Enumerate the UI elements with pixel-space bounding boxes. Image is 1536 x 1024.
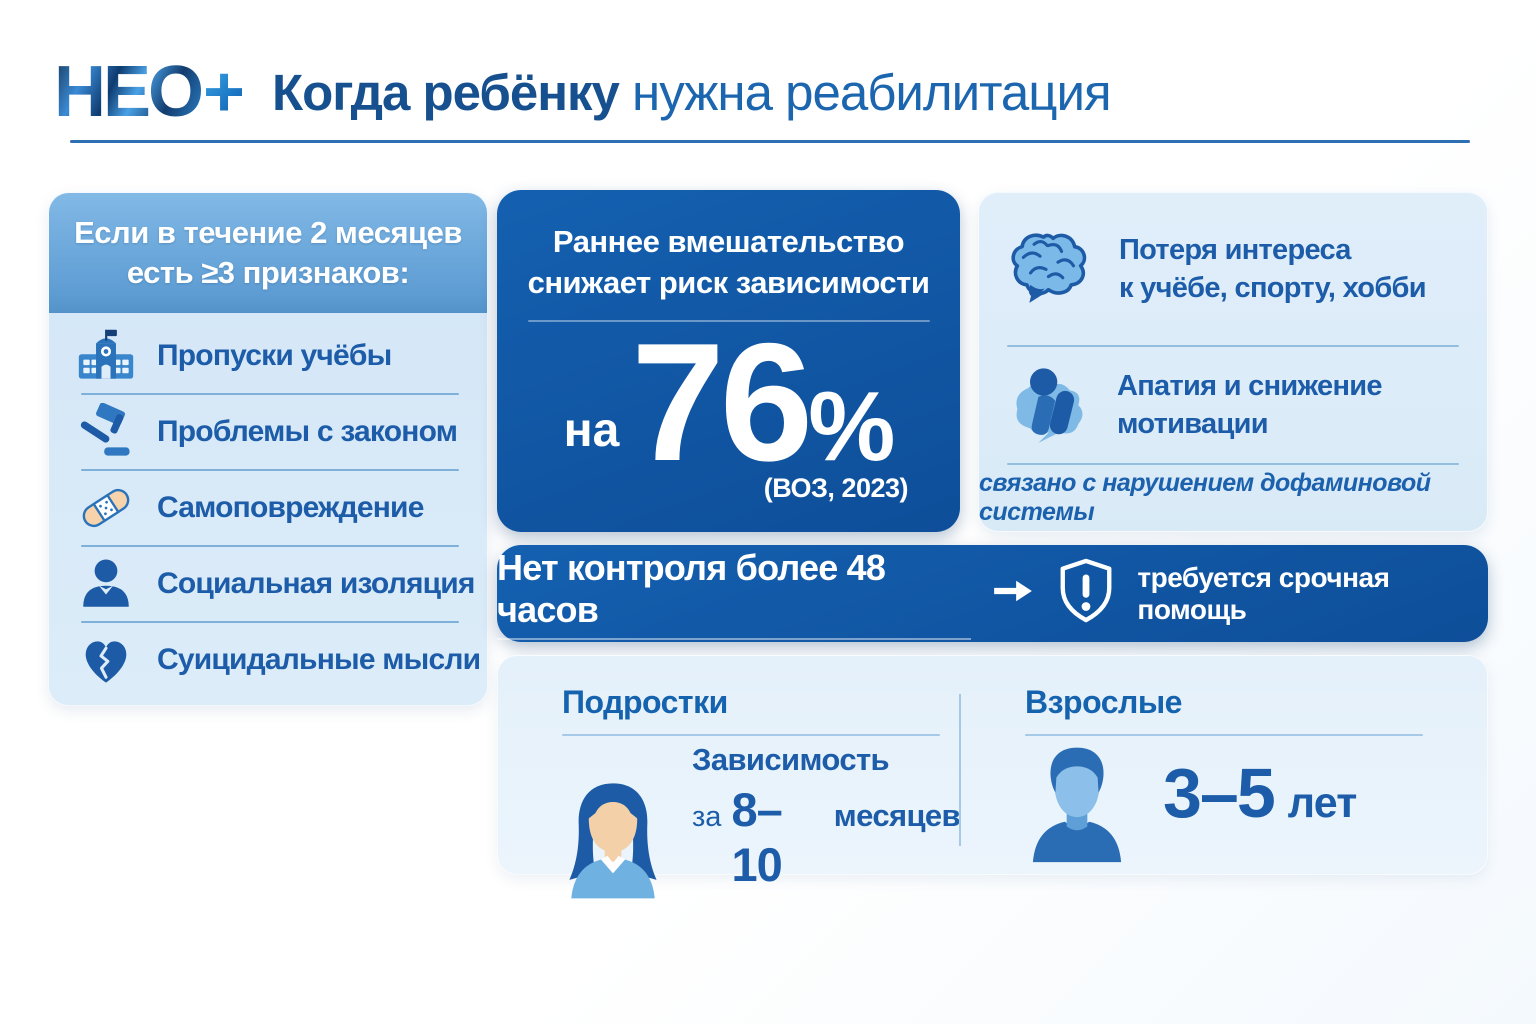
- stat-percent-sign: %: [808, 370, 895, 481]
- teens-line1: Зависимость: [692, 742, 890, 777]
- symptoms-divider: [1007, 463, 1459, 465]
- stat-prefix: на: [563, 403, 620, 457]
- teens-text: Зависимость за 8–10 месяцев: [692, 742, 961, 906]
- alert-main-text: Нет контроля более 48 часов: [497, 547, 972, 640]
- stat-heading: Раннее вмешательство снижает риск зависи…: [497, 190, 960, 304]
- list-divider: [81, 393, 459, 395]
- symptom-line1: Апатия и снижение: [1117, 369, 1383, 402]
- adult-man-avatar: [1025, 742, 1129, 869]
- symptom-loss-of-interest: Потеря интереса к учёбе, спорту, хобби: [979, 193, 1487, 345]
- arrow-right-icon: [991, 576, 1035, 611]
- symptom-text: Апатия и снижение мотивации: [1117, 367, 1383, 444]
- symptom-line1: Потеря интереса: [1119, 233, 1351, 266]
- school-icon: [75, 327, 137, 385]
- teens-heading: Подростки: [562, 684, 728, 720]
- list-item-label: Самоповреждение: [157, 491, 424, 524]
- person-icon: [75, 556, 137, 612]
- page-title-emphasis: Когда ребёнку: [272, 64, 620, 121]
- page-title: Когда ребёнку нужна реабилитация: [272, 62, 1112, 123]
- teens-suffix: месяцев: [833, 798, 961, 833]
- symptom-text: Потеря интереса к учёбе, спорту, хобби: [1119, 231, 1427, 308]
- adults-heading: Взрослые: [1025, 684, 1182, 720]
- alert-sub-text: требуется срочная помощь: [1137, 561, 1390, 625]
- bandage-icon: [75, 479, 137, 537]
- list-item-label: Социальная изоляция: [157, 567, 475, 600]
- stat-heading-line1: Раннее вмешательство: [552, 224, 905, 259]
- adults-value: 3–5 лет: [1163, 753, 1357, 869]
- list-item-label: Пропуски учёбы: [157, 339, 392, 372]
- stat-source: (ВОЗ, 2023): [763, 473, 909, 503]
- teens-range: 8–10: [731, 783, 782, 891]
- list-divider: [81, 621, 459, 623]
- adults-range: 3–5: [1163, 754, 1276, 832]
- list-item-self-harm: Самоповреждение: [49, 471, 487, 545]
- signs-heading-line2: есть ≥3 признаков:: [126, 255, 410, 290]
- list-item-school-absence: Пропуски учёбы: [49, 319, 487, 393]
- adults-row: 3–5 лет: [1025, 742, 1489, 869]
- stat-value: на 76 %: [497, 307, 960, 496]
- timeline-teens-column: Подростки Зависимость за: [498, 656, 961, 899]
- page-title-rest: нужна реабилитация: [618, 64, 1112, 121]
- header-divider: [70, 140, 1470, 143]
- signs-panel-header: Если в течение 2 месяцев есть ≥3 признак…: [49, 193, 487, 313]
- list-item-label: Суицидальные мысли: [157, 643, 481, 676]
- teen-girl-avatar: [562, 779, 664, 906]
- apathy-icon: [1009, 361, 1093, 450]
- list-item-suicidal-thoughts: Суицидальные мысли: [49, 623, 487, 697]
- list-divider: [81, 469, 459, 471]
- stat-card: Раннее вмешательство снижает риск зависи…: [497, 190, 960, 532]
- signs-panel: Если в течение 2 месяцев есть ≥3 признак…: [48, 192, 488, 706]
- signs-heading-line1: Если в течение 2 месяцев: [74, 214, 462, 250]
- brain-icon: [1009, 228, 1095, 311]
- broken-heart-icon: [75, 631, 137, 689]
- list-item-law-problems: Проблемы с законом: [49, 395, 487, 469]
- symptom-line2: мотивации: [1117, 408, 1269, 440]
- alert-banner: Нет контроля более 48 часов требуется ср…: [497, 545, 1488, 642]
- list-divider: [81, 545, 459, 547]
- logo-plus-icon: +: [203, 52, 245, 132]
- symptoms-footnote: связано с нарушением дофаминовой системы: [979, 469, 1431, 526]
- symptoms-card: Потеря интереса к учёбе, спорту, хобби А…: [978, 192, 1488, 532]
- shield-alert-icon: [1055, 557, 1117, 630]
- list-item-social-isolation: Социальная изоляция: [49, 547, 487, 621]
- teens-row: Зависимость за 8–10 месяцев: [562, 742, 961, 906]
- symptom-line2: к учёбе, спорту, хобби: [1119, 272, 1427, 304]
- timeline-card: Подростки Зависимость за: [497, 655, 1489, 899]
- gavel-icon: [75, 403, 137, 461]
- neo-plus-logo: НЕО+: [54, 56, 245, 128]
- adults-suffix: лет: [1287, 779, 1358, 827]
- teens-line2: за 8–10 месяцев: [692, 782, 961, 892]
- symptoms-divider: [1007, 345, 1459, 347]
- timeline-adults-column: Взрослые 3–5 лет: [1025, 656, 1489, 874]
- stat-heading-line2: снижает риск зависимости: [527, 264, 930, 300]
- logo-text: НЕО: [54, 52, 204, 132]
- adults-underline: [1025, 734, 1423, 736]
- list-item-label: Проблемы с законом: [157, 415, 458, 448]
- stat-number: 76: [631, 307, 813, 496]
- teens-underline: [562, 734, 940, 736]
- signs-list: Пропуски учёбы Проблемы с законом: [49, 313, 487, 697]
- stat-divider: [527, 319, 930, 322]
- teens-prefix: за: [692, 801, 722, 833]
- timeline-divider: [959, 694, 961, 846]
- symptom-apathy: Апатия и снижение мотивации: [979, 347, 1487, 463]
